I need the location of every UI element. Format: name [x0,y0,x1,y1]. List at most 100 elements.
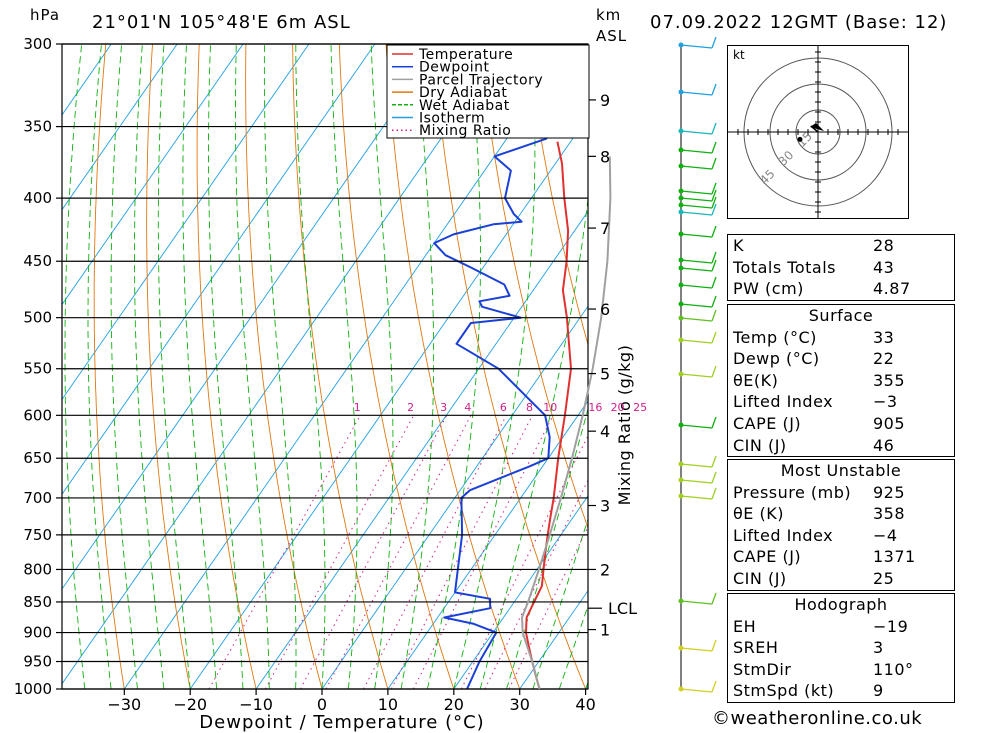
hodograph-ring-label: 30 [776,148,797,169]
index-label: Totals Totals [733,257,836,277]
temperature-tick-label: −10 [239,695,273,714]
pressure-unit-label: hPa [30,6,61,24]
hodograph-value: 110° [873,659,914,679]
wet-adiabat-line [110,44,138,689]
wind-barb-dot [678,128,684,134]
dry-adiabat-line [338,44,455,689]
hodograph-row: EH −19 [728,616,954,638]
wind-barb [680,197,713,202]
pressure-tick-label: 450 [23,252,52,270]
temperature-line [525,141,572,689]
height-tick-label: 9 [600,91,610,110]
surface-title: Surface [808,306,874,325]
mixing-ratio-label: 6 [500,401,507,414]
most-unstable-value: 25 [873,568,895,588]
legend-entry: Temperature [418,47,513,63]
wind-barb [680,284,713,289]
height-tick-label: 2 [600,560,610,579]
legend-entry: Dry Adiabat [419,85,507,101]
temperature-tick-label: 30 [510,695,530,714]
hodograph-label: StmDir [733,659,792,679]
wet-adiabat-line [558,604,588,689]
wind-barb-dot [678,645,684,651]
pressure-tick-label: 750 [23,526,52,544]
index-label: PW (cm) [733,279,804,299]
wind-barb-dot [678,42,684,48]
indices-table: K 28 Totals Totals 43 PW (cm) 4.87 [727,234,955,301]
lcl-label: LCL [608,599,637,618]
isotherm-line [255,210,588,689]
most-unstable-value: −4 [873,525,898,545]
surface-label: θE(K) [733,370,779,390]
wind-barb [680,267,713,272]
height-tick-label: 4 [600,422,610,441]
height-unit-km: km [596,6,622,24]
wind-barb-flag [711,471,717,484]
mixing-ratio-line [325,415,472,689]
surface-value: 355 [873,370,906,390]
pressure-tick-label: 1000 [14,680,52,698]
parcel-trajectory-line [521,156,612,690]
wind-barb-dot [678,265,684,271]
wind-barb [680,44,713,49]
temperature-tick-label: −20 [173,695,207,714]
wind-barb-flag [711,259,717,272]
wind-barb [680,647,713,652]
wind-barb-flag [711,83,717,96]
wind-barb-dot [678,477,684,483]
wind-barb [680,339,713,344]
most-unstable-label: Lifted Index [733,525,834,545]
wind-barb-flag [711,251,717,264]
mixing-ratio-label: 16 [588,401,602,414]
surface-label: Lifted Index [733,392,834,412]
surface-row: CIN (J) 46 [728,435,954,457]
wind-barb-flag [711,141,717,154]
wind-barb-flag [711,157,717,170]
wind-barb-flag [711,122,717,135]
hodograph-arrow-icon [810,123,824,131]
legend-entry: Wet Adiabat [419,98,510,114]
wind-barb-flag [711,592,717,605]
wind-barb [680,190,713,195]
surface-table: Surface Temp (°C) 33 Dewp (°C) 22 θE(K) 355 Lif… [727,304,955,458]
x-axis-label: Dewpoint / Temperature (°C) [199,712,484,733]
temperature-tick-label: 40 [575,695,595,714]
wind-barb-dot [678,461,684,467]
most-unstable-label: θE (K) [733,504,784,524]
dry-adiabat-line [196,44,257,689]
height-tick-label: 6 [600,300,610,319]
most-unstable-table: Most Unstable Pressure (mb) 925 θE (K) 358 Li… [727,459,955,591]
dry-adiabat-line [146,44,191,689]
wet-adiabat-line [330,44,358,689]
mixing-ratio-line [208,415,361,689]
isotherm-line [62,44,310,401]
temperature-tick-label: 10 [378,695,398,714]
wind-barb [680,479,713,484]
index-label: K [733,236,744,255]
wet-adiabat-line [235,44,270,689]
height-tick-label: 5 [600,365,610,384]
wind-barb [680,91,713,96]
dry-adiabat-line [432,44,587,689]
surface-row: θE(K) 355 [728,370,954,392]
surface-value: 22 [873,349,895,369]
index-row: Totals Totals 43 [728,257,954,279]
index-value: 4.87 [873,279,911,299]
dry-adiabat-line [525,44,588,347]
most-unstable-value: 925 [873,482,906,502]
wet-adiabat-line [134,44,165,689]
wind-barb-dot [678,231,684,237]
wind-barb-flag [711,416,717,429]
wet-adiabat-line [532,517,588,689]
dry-adiabat-line [245,44,323,689]
height-unit-asl: ASL [596,27,628,45]
hodograph-value: 3 [873,638,884,658]
dry-adiabat-line [478,44,588,530]
wind-profile [678,36,717,693]
surface-row: Temp (°C) 33 [728,327,954,349]
most-unstable-label: CIN (J) [733,568,787,588]
wind-barb-dot [678,163,684,169]
wind-barb-flag [711,639,717,652]
pressure-tick-label: 300 [23,35,52,53]
